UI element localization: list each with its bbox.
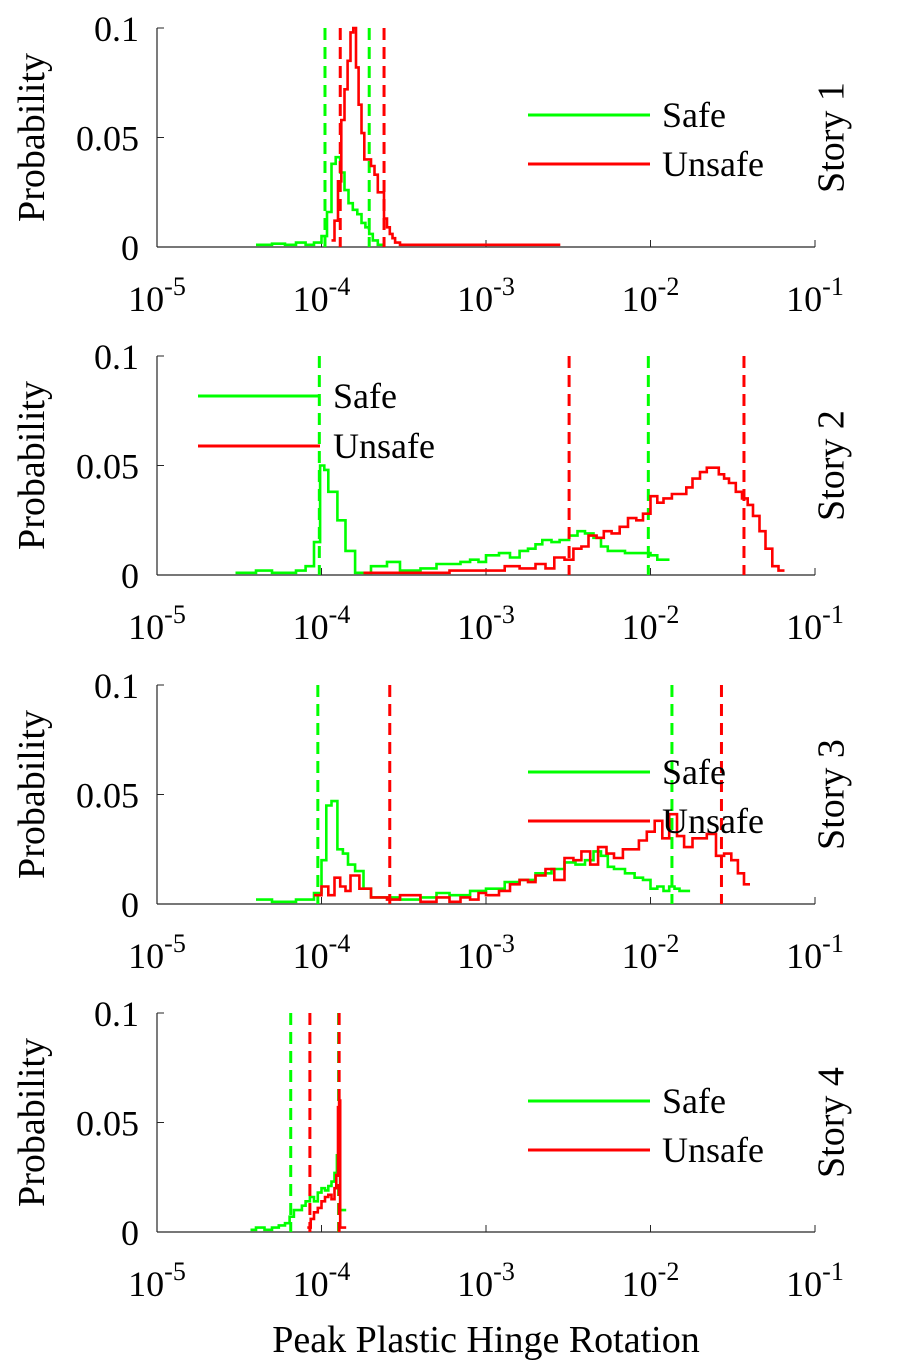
legend-label-unsafe: Unsafe [662,1130,764,1170]
legend-label-safe: Safe [662,1081,726,1121]
legend-label-unsafe: Unsafe [662,801,764,841]
x-tick-label: 10-1 [786,272,844,319]
x-tick-label: 10-5 [128,929,186,976]
y-tick-label: 0 [121,1213,139,1253]
x-tick-label: 10-2 [622,1257,680,1304]
y-axis-label: Probability [11,1038,53,1207]
unsafe-histogram-series [314,812,750,904]
y-axis-label: Probability [11,381,53,550]
story-label: Story 3 [811,739,853,850]
y-axis-label: Probability [11,710,53,879]
x-tick-label: 10-2 [622,600,680,647]
safe-histogram-series [250,1132,347,1232]
x-tick-label: 10-1 [786,600,844,647]
panel-story-4: 0 0.05 0.1 10-5 10-4 10-3 10-2 10-1 Probability S… [11,994,853,1304]
x-tick-label: 10-3 [457,929,515,976]
x-axis-label: Peak Plastic Hinge Rotation [272,1319,699,1361]
x-tick-label: 10-3 [457,1257,515,1304]
x-tick-label: 10-1 [786,929,844,976]
unsafe-histogram-series [307,1099,347,1229]
x-tick-label: 10-4 [293,1257,351,1304]
y-axis-label: Probability [11,53,53,222]
unsafe-histogram-series [331,26,561,247]
y-tick-label: 0.05 [76,119,139,159]
y-tick-label: 0.05 [76,447,139,487]
x-tick-label: 10-2 [622,272,680,319]
legend: Safe Unsafe [198,376,435,466]
safe-histogram-series [256,799,691,904]
x-tick-label: 10-5 [128,600,186,647]
safe-histogram-series [235,464,670,575]
y-tick-label: 0.05 [76,1104,139,1144]
x-tick-label: 10-4 [293,600,351,647]
x-tick-label: 10-2 [622,929,680,976]
legend-label-safe: Safe [662,752,726,792]
y-tick-label: 0.1 [94,994,139,1034]
story-label: Story 2 [811,410,853,521]
x-tick-label: 10-5 [128,272,186,319]
legend: Safe Unsafe [528,1081,764,1170]
x-tick-label: 10-3 [457,600,515,647]
legend: Safe Unsafe [528,752,764,841]
x-tick-label: 10-4 [293,272,351,319]
legend-label-safe: Safe [333,376,397,416]
legend-label-safe: Safe [662,95,726,135]
y-tick-label: 0 [121,556,139,596]
legend: Safe Unsafe [528,95,764,184]
legend-label-unsafe: Unsafe [333,426,435,466]
story-label: Story 1 [811,82,853,193]
x-tick-label: 10-1 [786,1257,844,1304]
panel-story-2: 0 0.05 0.1 10-5 10-4 10-3 10-2 10-1 Probability S… [11,337,853,647]
legend-label-unsafe: Unsafe [662,144,764,184]
panel-story-3: 0 0.05 0.1 10-5 10-4 10-3 10-2 10-1 Probability S… [11,666,853,976]
x-tick-label: 10-3 [457,272,515,319]
y-tick-label: 0.1 [94,666,139,706]
story-label: Story 4 [811,1067,853,1178]
panel-story-1: 0 0.05 0.1 10-5 10-4 10-3 10-2 10-1 Probability S… [11,9,853,319]
y-tick-label: 0.05 [76,776,139,816]
y-tick-label: 0 [121,885,139,925]
x-tick-label: 10-4 [293,929,351,976]
y-tick-label: 0.1 [94,9,139,49]
y-tick-label: 0 [121,228,139,268]
unsafe-histogram-series [363,466,785,575]
y-tick-label: 0.1 [94,337,139,377]
safe-histogram-series [256,155,384,247]
x-tick-label: 10-5 [128,1257,186,1304]
